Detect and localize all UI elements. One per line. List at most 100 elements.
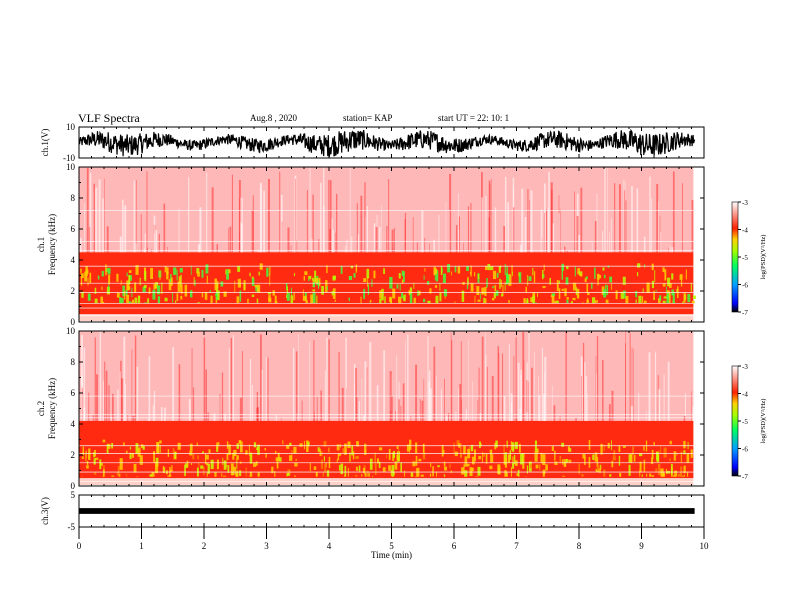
peak-patch [530, 464, 532, 469]
peak-patch [554, 450, 556, 461]
peak-patch [226, 441, 229, 449]
peak-patch [218, 441, 220, 447]
peak-patch [432, 466, 434, 477]
peak-patch [275, 457, 279, 462]
peak-patch [443, 466, 448, 471]
streak [353, 381, 355, 421]
peak-patch [349, 452, 351, 462]
streak [96, 374, 99, 421]
streak [618, 184, 621, 253]
peak-patch [152, 289, 156, 300]
peak-patch [664, 269, 667, 281]
streak [586, 393, 588, 421]
streak [631, 347, 633, 421]
peak-patch [662, 283, 666, 287]
peak-patch [561, 263, 565, 271]
streak [332, 229, 334, 253]
streak [197, 244, 201, 253]
y-axis-label: ch.3(V) [40, 497, 50, 525]
streak [163, 203, 166, 253]
peak-patch [231, 472, 235, 476]
peak-patch [572, 297, 576, 301]
streak [574, 191, 575, 253]
streak [423, 379, 425, 421]
peak-patch [271, 466, 274, 474]
streak [580, 187, 583, 253]
streak [136, 366, 139, 421]
streak [512, 394, 514, 421]
peak-patch [173, 267, 177, 275]
peak-patch [572, 282, 577, 291]
peak-patch [134, 286, 136, 290]
streak [508, 343, 510, 421]
peak-patch [340, 463, 344, 475]
peak-patch [206, 472, 208, 477]
peak-patch [598, 275, 602, 279]
streak [102, 198, 104, 253]
peak-patch [406, 444, 410, 452]
streak [558, 213, 560, 253]
peak-patch [481, 452, 483, 463]
streak [578, 235, 581, 253]
streak [230, 337, 233, 421]
streak [345, 245, 346, 253]
peak-patch [567, 446, 570, 452]
streak [178, 208, 180, 253]
peak-patch [172, 448, 175, 455]
peak-patch [128, 270, 132, 274]
peak-patch [80, 268, 82, 273]
peak-patch [149, 474, 153, 477]
peak-patch [332, 275, 336, 280]
peak-patch [251, 294, 255, 297]
peak-patch [656, 451, 660, 461]
peak-patch [323, 440, 327, 447]
streak [239, 197, 241, 253]
peak-patch [466, 265, 469, 272]
peak-patch [500, 265, 502, 268]
peak-patch [503, 453, 506, 465]
peak-patch [164, 266, 167, 273]
streak [249, 358, 252, 421]
peak-patch [293, 446, 297, 454]
peak-patch [336, 444, 340, 451]
peak-patch [597, 273, 600, 280]
peak-patch [200, 465, 204, 469]
streak [460, 341, 462, 421]
peak-patch [150, 267, 154, 279]
peak-patch [258, 271, 260, 276]
streak [509, 419, 511, 421]
peak-patch [651, 457, 654, 465]
streak [445, 416, 448, 421]
streak [117, 389, 119, 421]
peak-patch [565, 458, 569, 463]
peak-patch [197, 271, 200, 277]
streak [309, 167, 311, 253]
peak-patch [175, 300, 177, 304]
streak [81, 387, 83, 421]
streak [404, 339, 406, 421]
streak [466, 420, 468, 421]
peak-patch [256, 298, 259, 304]
peak-patch [321, 286, 324, 295]
peak-patch [566, 299, 569, 304]
peak-patch [673, 451, 676, 461]
colorbar-tick-label: -3 [742, 363, 748, 371]
peak-patch [80, 276, 83, 286]
colorbar-1 [731, 201, 739, 313]
streak [490, 178, 492, 253]
peak-patch [511, 265, 513, 274]
peak-patch [390, 299, 392, 304]
peak-patch [337, 454, 340, 461]
peak-patch [362, 467, 366, 473]
peak-patch [651, 263, 654, 271]
streak [144, 233, 146, 253]
peak-patch [415, 455, 418, 466]
peak-patch [492, 270, 497, 280]
streak [211, 187, 214, 253]
peak-patch [578, 463, 580, 475]
peak-patch [459, 443, 462, 454]
peak-patch [196, 442, 198, 446]
streak [112, 393, 114, 421]
ch1-waveform-line [78, 128, 696, 157]
streak [199, 207, 202, 253]
